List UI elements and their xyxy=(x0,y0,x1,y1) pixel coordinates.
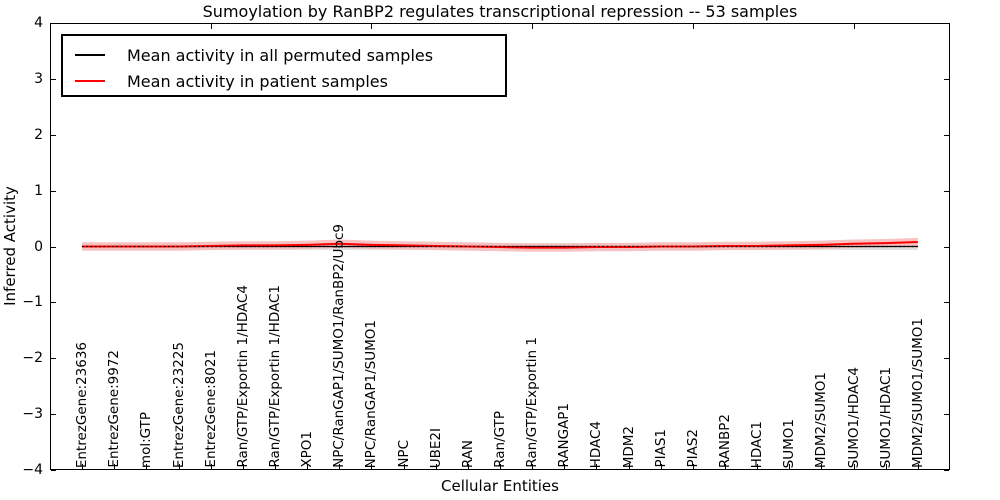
y-tick-mark-right xyxy=(944,78,949,80)
y-tick-mark-right xyxy=(944,134,949,136)
y-tick-label: 4 xyxy=(34,15,43,31)
x-tick-mark-bottom xyxy=(821,464,823,469)
x-tick-mark-bottom xyxy=(146,464,148,469)
x-tick-mark-bottom xyxy=(564,464,566,469)
y-tick-mark-left xyxy=(51,302,56,304)
legend: Mean activity in all permuted samples Mea… xyxy=(61,34,507,97)
x-tick-mark-bottom xyxy=(757,464,759,469)
y-tick-mark-left xyxy=(51,358,56,360)
x-tick-mark-top xyxy=(371,24,373,29)
x-tick-mark-bottom xyxy=(500,464,501,469)
legend-line-sample xyxy=(75,80,105,82)
legend-item: Mean activity in all permuted samples xyxy=(63,42,505,68)
x-tick-mark-bottom xyxy=(403,464,405,469)
x-tick-mark-bottom xyxy=(114,464,116,469)
x-axis-label: Cellular Entities xyxy=(441,477,559,495)
x-tick-mark-bottom xyxy=(853,464,855,469)
y-tick-label: −3 xyxy=(22,406,43,423)
legend-item-label: Mean activity in all permuted samples xyxy=(127,45,434,65)
x-tick-mark-bottom xyxy=(371,464,373,469)
x-tick-mark-bottom xyxy=(692,464,694,469)
x-tick-mark-top xyxy=(210,24,212,29)
y-tick-mark-left xyxy=(51,78,56,80)
x-tick-mark-bottom xyxy=(596,464,598,469)
x-tick-mark-bottom xyxy=(339,464,341,469)
x-tick-mark-bottom xyxy=(210,464,212,469)
legend-item-label: Mean activity in patient samples xyxy=(127,71,388,91)
legend-item: Mean activity in patient samples xyxy=(63,68,505,94)
axes-frame xyxy=(50,23,950,470)
y-tick-mark-left xyxy=(51,134,56,136)
x-tick-mark-bottom xyxy=(789,464,791,469)
confidence-band xyxy=(82,237,918,252)
x-tick-mark-bottom xyxy=(307,464,309,469)
y-tick-mark-right xyxy=(944,358,949,360)
y-tick-label: 0 xyxy=(34,238,43,255)
x-tick-mark-bottom xyxy=(660,464,662,469)
chart-title: Sumoylation by RanBP2 regulates transcri… xyxy=(202,2,798,21)
x-tick-mark-bottom xyxy=(467,464,469,469)
x-tick-mark-bottom xyxy=(532,464,534,469)
x-tick-mark-bottom xyxy=(725,464,726,469)
x-tick-mark-bottom xyxy=(917,464,919,469)
x-tick-mark-top xyxy=(692,24,694,29)
y-tick-label: −4 xyxy=(22,462,43,478)
y-tick-label: −1 xyxy=(22,294,43,311)
y-tick-mark-left xyxy=(51,414,56,416)
x-tick-mark-bottom xyxy=(275,464,276,469)
y-tick-mark-left xyxy=(51,23,56,24)
y-tick-mark-right xyxy=(944,414,949,416)
x-tick-mark-bottom xyxy=(435,464,437,469)
y-tick-mark-right xyxy=(944,23,949,24)
chart-canvas xyxy=(82,237,918,252)
x-tick-mark-bottom xyxy=(178,464,180,469)
y-tick-mark-right xyxy=(944,246,949,248)
y-tick-label: 3 xyxy=(34,70,43,87)
y-tick-label: 1 xyxy=(34,182,43,199)
x-tick-mark-top xyxy=(853,24,855,29)
y-tick-label: −2 xyxy=(22,350,43,367)
x-tick-mark-bottom xyxy=(885,464,887,469)
y-tick-mark-right xyxy=(944,302,949,304)
legend-line-sample xyxy=(75,54,105,56)
plot-area: EntrezGene:23636 EntrezGene:9972 mol:GTP En… xyxy=(50,23,950,470)
y-tick-mark-left xyxy=(51,190,56,192)
y-tick-mark-right xyxy=(944,190,949,192)
y-tick-mark-left xyxy=(51,470,56,471)
x-tick-mark-bottom xyxy=(82,464,84,469)
x-tick-mark-bottom xyxy=(628,464,630,469)
y-tick-label: 2 xyxy=(34,126,43,143)
x-tick-mark-bottom xyxy=(242,464,244,469)
x-tick-mark-top xyxy=(532,24,534,29)
y-tick-mark-left xyxy=(51,246,56,248)
y-tick-mark-right xyxy=(944,470,949,471)
